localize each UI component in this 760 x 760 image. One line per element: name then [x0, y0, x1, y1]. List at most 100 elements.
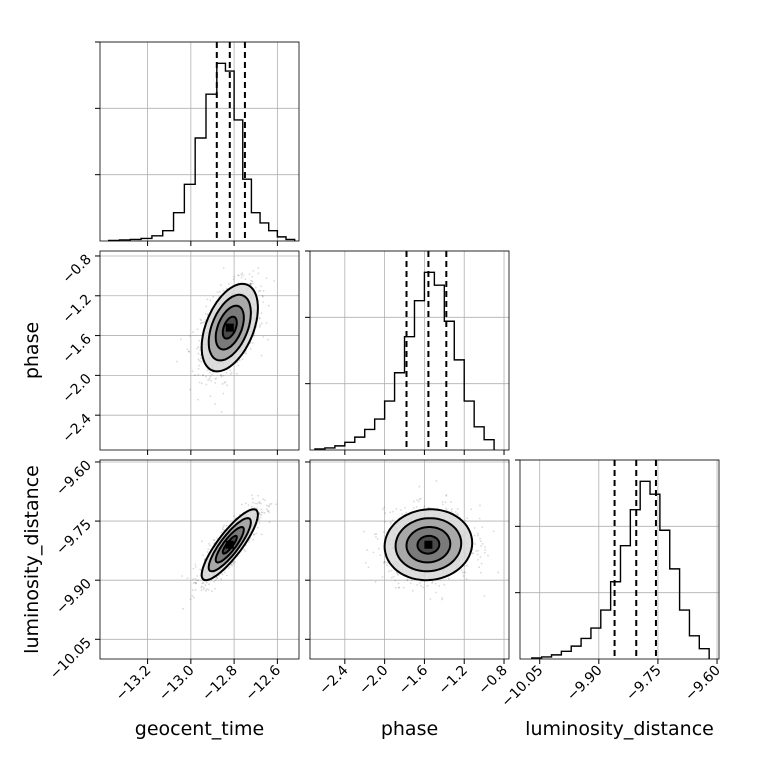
sample-point: [209, 299, 212, 302]
sample-point: [200, 382, 203, 385]
sample-point: [260, 312, 263, 315]
sample-point: [422, 586, 424, 589]
sample-point: [477, 549, 479, 552]
sample-point: [199, 348, 202, 351]
sample-point: [251, 341, 254, 344]
sample-point: [389, 522, 392, 525]
sample-point: [202, 374, 204, 377]
sample-point: [481, 542, 484, 545]
sample-point: [209, 375, 212, 378]
sample-point: [213, 539, 216, 542]
sample-point: [260, 285, 262, 288]
sample-point: [241, 358, 244, 361]
sample-point: [225, 371, 228, 374]
sample-point: [243, 549, 246, 551]
sample-point: [220, 578, 223, 581]
panel-geocent-time-vs-phase-ytick-label: −0.8: [59, 251, 94, 286]
sample-point: [250, 282, 252, 285]
sample-point: [483, 595, 486, 597]
sample-point: [198, 364, 201, 367]
sample-point: [222, 289, 225, 292]
panel-phase-vs-luminosity-distance-xtick-label: −2.0: [356, 663, 391, 698]
sample-point: [191, 594, 194, 597]
sample-point: [260, 533, 263, 536]
sample-point: [258, 316, 261, 319]
sample-point: [208, 377, 211, 380]
sample-point: [202, 588, 205, 590]
sample-point: [205, 383, 208, 386]
sample-point: [196, 347, 199, 350]
sample-point: [396, 573, 399, 576]
sample-point: [460, 569, 463, 571]
sample-point: [225, 524, 228, 527]
sample-point: [253, 533, 255, 536]
sample-point: [199, 322, 202, 325]
sample-point: [257, 272, 260, 275]
sample-point: [251, 494, 253, 497]
sample-point: [431, 582, 433, 584]
sample-point: [267, 304, 270, 307]
sample-point: [194, 565, 197, 568]
sample-point: [262, 289, 265, 292]
sample-point: [204, 319, 207, 321]
sample-point: [258, 317, 261, 320]
sample-point: [220, 375, 223, 378]
sample-point: [464, 519, 467, 522]
hist-panel-luminosity-distance-xtick-label: −9.75: [623, 663, 665, 705]
sample-point: [251, 497, 254, 500]
sample-point: [254, 502, 257, 505]
sample-point: [221, 383, 224, 385]
hist-panel-geocent-time: [95, 41, 300, 246]
sample-point: [258, 501, 261, 504]
sample-point: [189, 598, 192, 601]
sample-point: [441, 500, 444, 503]
sample-point: [222, 392, 225, 395]
sample-point: [233, 275, 236, 278]
sample-point: [259, 516, 262, 519]
panel-geocent-time-vs-luminosity-distance-ytick-label: −9.90: [53, 576, 95, 618]
sample-point: [481, 526, 484, 529]
sample-point: [492, 530, 495, 533]
sample-point: [219, 290, 221, 293]
sample-point: [202, 586, 205, 589]
sample-point: [219, 374, 222, 376]
panel-phase-vs-luminosity-distance: −2.4 −2.0 −1.6 −1.2 −0.8: [305, 459, 511, 698]
sample-point: [222, 374, 225, 377]
sample-point: [257, 494, 259, 497]
sample-point: [224, 381, 227, 383]
sample-point: [240, 273, 243, 276]
sample-point: [254, 286, 257, 289]
sample-point: [197, 579, 200, 582]
sample-point: [264, 499, 266, 502]
sample-point: [265, 321, 268, 324]
sample-point: [213, 580, 216, 583]
sample-point: [418, 498, 421, 501]
sample-point: [261, 294, 264, 297]
sample-point: [404, 506, 406, 509]
sample-point: [251, 282, 254, 285]
sample-point: [259, 324, 261, 326]
sample-point: [204, 584, 207, 587]
panel-phase-vs-luminosity-distance-content: [363, 480, 500, 601]
sample-point: [215, 377, 218, 380]
sample-point: [384, 560, 386, 563]
sample-point: [252, 538, 255, 541]
sample-point: [197, 358, 200, 361]
hist-panel-luminosity-distance-xtick-label: −9.60: [682, 663, 724, 705]
sample-point: [201, 540, 203, 543]
sample-point: [205, 589, 207, 592]
sample-point: [253, 533, 256, 536]
sample-point: [205, 581, 208, 584]
sample-point: [268, 521, 271, 524]
sample-point: [186, 348, 189, 351]
sample-point: [186, 577, 189, 580]
sample-point: [366, 549, 369, 552]
sample-point: [200, 319, 203, 322]
sample-point: [220, 374, 223, 377]
sample-point: [221, 528, 224, 531]
sample-point: [390, 569, 393, 572]
sample-point: [237, 274, 240, 277]
sample-point: [426, 584, 429, 587]
panel-geocent-time-vs-luminosity-distance-frame: [99, 459, 300, 660]
sample-point: [260, 322, 263, 325]
